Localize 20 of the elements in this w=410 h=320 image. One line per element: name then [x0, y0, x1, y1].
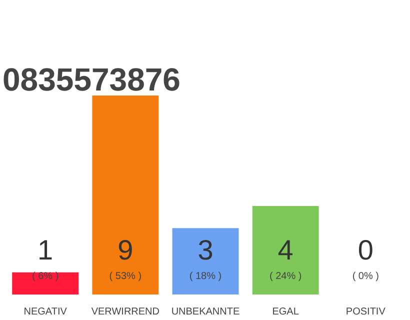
data-label: 1: [38, 234, 54, 266]
bar: [12, 272, 79, 294]
chart-title: 0835573876: [2, 62, 180, 98]
data-label: 9: [118, 234, 134, 266]
data-label: 4: [278, 234, 294, 266]
annotation: ( 6% ): [32, 271, 59, 282]
x-tick-label: EGAL: [272, 306, 300, 318]
annotation: ( 0% ): [352, 271, 379, 282]
bar: [92, 96, 159, 294]
x-tick-label: NEGATIV: [24, 306, 68, 318]
x-tick-label: UNBEKANNTE: [171, 306, 240, 318]
annotation: ( 24% ): [269, 271, 302, 282]
bar: [252, 206, 319, 294]
x-tick-label: VERWIRREND: [91, 306, 160, 318]
annotation: ( 18% ): [189, 271, 222, 282]
data-label: 3: [198, 234, 214, 266]
annotation: ( 53% ): [109, 271, 142, 282]
x-tick-label: POSITIV: [346, 306, 386, 318]
data-label: 0: [358, 234, 374, 266]
bar: [172, 228, 239, 294]
